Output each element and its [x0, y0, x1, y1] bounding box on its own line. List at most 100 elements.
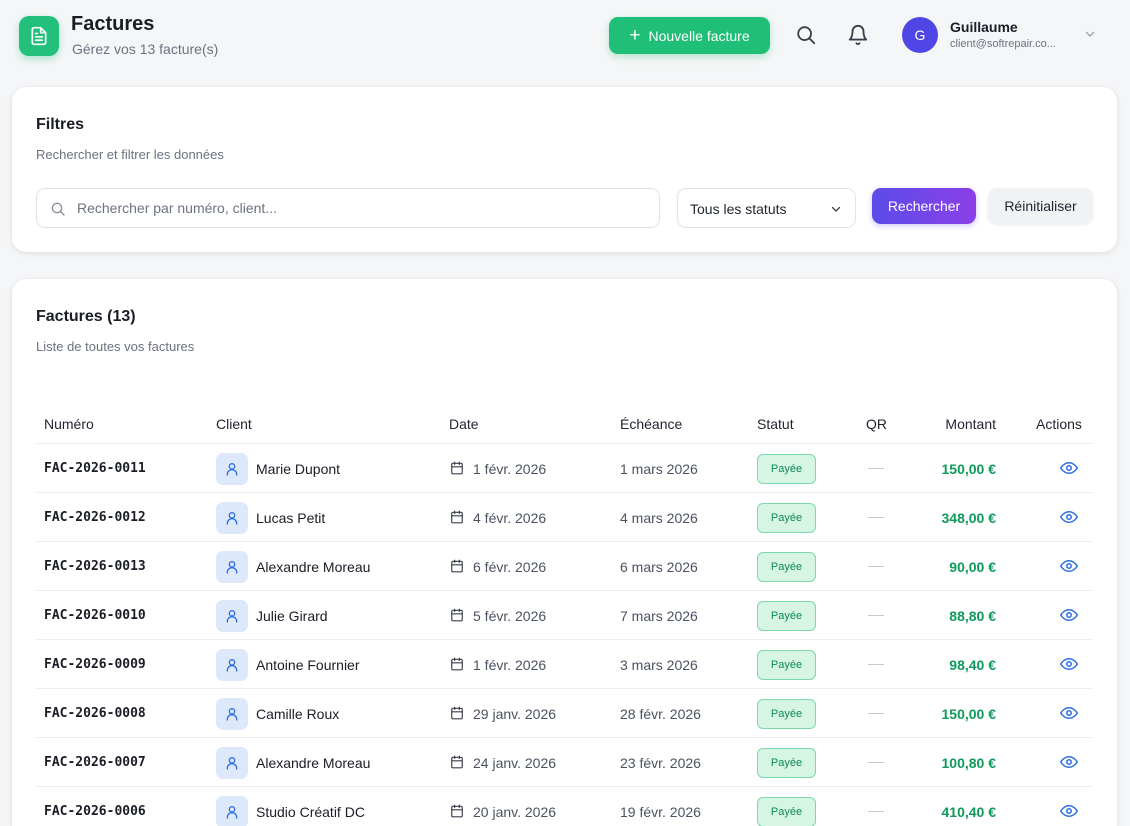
eye-icon[interactable]	[1060, 804, 1078, 818]
calendar-icon	[450, 656, 464, 672]
invoices-table: Numéro Client Date Échéance Statut QR Mo…	[36, 404, 1093, 826]
due-date: 23 févr. 2026	[620, 755, 701, 771]
column-qr: QR	[866, 416, 887, 432]
table-row[interactable]: FAC-2026-0007 Alexandre Moreau 24 janv. 20…	[36, 738, 1093, 787]
client-name: Studio Créatif DC	[256, 804, 365, 820]
user-icon	[216, 453, 248, 485]
filters-card: Filtres Rechercher et filtrer les donnée…	[12, 87, 1117, 252]
column-status[interactable]: Statut	[757, 416, 794, 432]
invoice-date: 6 févr. 2026	[473, 559, 547, 575]
client-name: Antoine Fournier	[256, 657, 360, 673]
invoice-number[interactable]: FAC-2026-0007	[44, 755, 146, 770]
invoice-date: 24 janv. 2026	[473, 755, 557, 771]
table-row[interactable]: FAC-2026-0012 Lucas Petit 4 févr. 2026 4 ma…	[36, 493, 1093, 542]
bell-icon[interactable]	[847, 24, 869, 46]
invoice-amount: 150,00 €	[941, 706, 997, 722]
invoice-number[interactable]: FAC-2026-0010	[44, 608, 146, 623]
invoice-number[interactable]: FAC-2026-0011	[44, 461, 146, 476]
column-actions: Actions	[1036, 416, 1082, 432]
table-header: Numéro Client Date Échéance Statut QR Mo…	[36, 404, 1093, 444]
calendar-icon	[450, 607, 464, 623]
invoice-number[interactable]: FAC-2026-0009	[44, 657, 146, 672]
new-invoice-label: Nouvelle facture	[648, 27, 750, 44]
status-badge: Payée	[757, 699, 816, 729]
calendar-icon	[450, 803, 464, 819]
table-row[interactable]: FAC-2026-0013 Alexandre Moreau 6 févr. 202…	[36, 542, 1093, 591]
due-date: 28 févr. 2026	[620, 706, 701, 722]
client-name: Julie Girard	[256, 608, 328, 624]
avatar[interactable]: G	[902, 17, 938, 53]
search-icon[interactable]	[795, 24, 817, 46]
invoice-date: 29 janv. 2026	[473, 706, 557, 722]
status-badge: Payée	[757, 552, 816, 582]
due-date: 6 mars 2026	[620, 559, 698, 575]
filters-subtitle: Rechercher et filtrer les données	[36, 147, 224, 162]
invoices-subtitle: Liste de toutes vos factures	[36, 339, 195, 354]
qr-empty-dash	[868, 811, 884, 812]
due-date: 19 févr. 2026	[620, 804, 701, 820]
eye-icon[interactable]	[1060, 510, 1078, 524]
search-icon	[51, 202, 65, 216]
status-select[interactable]: Tous les statuts	[677, 188, 856, 228]
client-name: Lucas Petit	[256, 510, 326, 526]
invoice-date: 1 févr. 2026	[473, 657, 547, 673]
status-select-value: Tous les statuts	[690, 201, 787, 217]
invoice-number[interactable]: FAC-2026-0006	[44, 804, 146, 819]
invoice-number[interactable]: FAC-2026-0013	[44, 559, 146, 574]
eye-icon[interactable]	[1060, 755, 1078, 769]
qr-empty-dash	[868, 713, 884, 714]
filters-title: Filtres	[36, 116, 85, 133]
user-icon	[216, 747, 248, 779]
invoice-amount: 410,40 €	[941, 804, 997, 820]
invoice-amount: 90,00 €	[949, 559, 996, 575]
invoice-amount: 150,00 €	[941, 461, 997, 477]
status-badge: Payée	[757, 650, 816, 680]
eye-icon[interactable]	[1060, 559, 1078, 573]
column-client[interactable]: Client	[216, 416, 252, 432]
client-name: Alexandre Moreau	[256, 559, 371, 575]
due-date: 7 mars 2026	[620, 608, 698, 624]
chevron-down-icon[interactable]	[1084, 28, 1096, 40]
user-email: client@softrepair.co...	[950, 38, 1056, 50]
search-field[interactable]	[36, 188, 660, 228]
search-input[interactable]	[77, 189, 647, 227]
plus-icon: +	[629, 25, 641, 46]
eye-icon[interactable]	[1060, 608, 1078, 622]
column-date[interactable]: Date	[449, 416, 479, 432]
column-amount[interactable]: Montant	[945, 416, 996, 432]
invoice-number[interactable]: FAC-2026-0012	[44, 510, 146, 525]
new-invoice-button[interactable]: + Nouvelle facture	[609, 17, 770, 54]
table-row[interactable]: FAC-2026-0009 Antoine Fournier 1 févr. 202…	[36, 640, 1093, 689]
invoice-amount: 348,00 €	[941, 510, 997, 526]
eye-icon[interactable]	[1060, 657, 1078, 671]
user-name: Guillaume	[950, 19, 1018, 35]
eye-icon[interactable]	[1060, 461, 1078, 475]
table-row[interactable]: FAC-2026-0010 Julie Girard 5 févr. 2026 7 m…	[36, 591, 1093, 640]
status-badge: Payée	[757, 797, 816, 826]
table-row[interactable]: FAC-2026-0006 Studio Créatif DC 20 janv. 2…	[36, 787, 1093, 826]
invoices-title: Factures (13)	[36, 308, 136, 325]
client-name: Camille Roux	[256, 706, 340, 722]
calendar-icon	[450, 509, 464, 525]
column-due[interactable]: Échéance	[620, 416, 683, 432]
calendar-icon	[450, 705, 464, 721]
eye-icon[interactable]	[1060, 706, 1078, 720]
app-header: Factures Gérez vos 13 facture(s) + Nouve…	[0, 0, 1130, 72]
invoice-date: 20 janv. 2026	[473, 804, 557, 820]
document-icon	[19, 16, 59, 56]
table-row[interactable]: FAC-2026-0011 Marie Dupont 1 févr. 2026 1 m…	[36, 444, 1093, 493]
qr-empty-dash	[868, 566, 884, 567]
client-name: Marie Dupont	[256, 461, 341, 477]
user-icon	[216, 649, 248, 681]
invoice-amount: 100,80 €	[941, 755, 997, 771]
invoice-date: 1 févr. 2026	[473, 461, 547, 477]
search-button[interactable]: Rechercher	[872, 188, 976, 224]
column-number[interactable]: Numéro	[44, 416, 94, 432]
chevron-down-icon	[831, 206, 841, 212]
user-icon	[216, 551, 248, 583]
invoice-number[interactable]: FAC-2026-0008	[44, 706, 146, 721]
status-badge: Payée	[757, 454, 816, 484]
table-row[interactable]: FAC-2026-0008 Camille Roux 29 janv. 2026 28…	[36, 689, 1093, 738]
status-badge: Payée	[757, 748, 816, 778]
reset-button[interactable]: Réinitialiser	[988, 188, 1093, 224]
